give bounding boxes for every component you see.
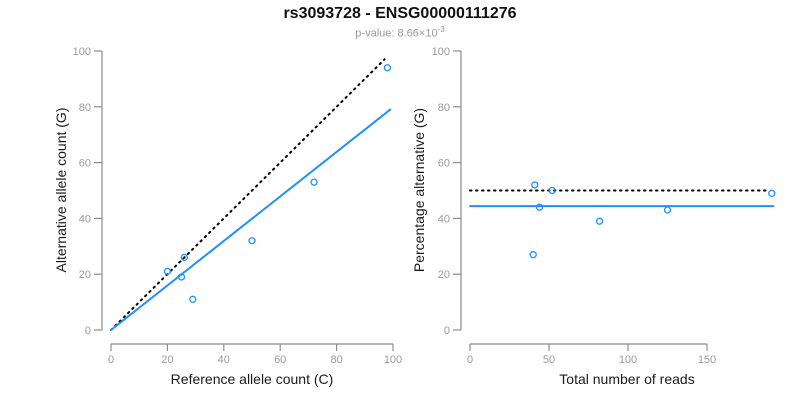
x-axis-label-right-panel: Total number of reads [559,371,694,387]
y-tick-label: 80 [438,102,450,114]
x-axis-label-left-panel: Reference allele count (C) [171,371,334,387]
data-point [529,251,537,259]
y-axis-label-left-panel: Alternative allele count (G) [53,108,69,273]
p-value-subtitle: p-value: 8.66×10-3 [0,25,800,40]
fit-solid-line [110,108,392,331]
x-tick-label: 0 [467,354,473,366]
x-tick-label: 100 [619,354,637,366]
y-tick-label: 60 [438,158,450,170]
y-tick-label: 80 [79,102,91,114]
x-tick-label: 150 [698,354,716,366]
y-tick-label: 40 [79,213,91,225]
data-point [531,181,539,189]
data-point [548,186,556,195]
data-point [163,267,172,276]
data-point [310,178,318,186]
y-tick-label: 20 [438,269,450,281]
y-tick-label: 0 [85,325,91,337]
data-point [180,253,188,262]
x-tick-label: 60 [274,354,286,366]
data-point [383,64,392,72]
y-tick-label: 20 [79,269,91,281]
y-tick-label: 100 [432,46,450,58]
data-point [189,295,197,303]
y-tick-label: 100 [73,46,91,58]
identity-dotted-line [110,58,386,331]
data-point [248,237,256,245]
x-tick-label: 50 [543,354,555,366]
y-tick-label: 60 [79,158,91,170]
y-tick-label: 40 [438,213,450,225]
p-value-exponent: -3 [437,25,445,34]
data-point [663,206,672,214]
x-tick-label: 100 [384,354,402,366]
data-point [535,203,544,211]
y-axis-label-right-panel: Percentage alternative (G) [411,108,427,272]
x-tick-label: 80 [330,354,342,366]
x-tick-label: 20 [161,354,173,366]
page-title: rs3093728 - ENSG00000111276 [283,5,517,22]
left-panel: 0 20 40 60 80 100 0 20 40 60 80 100 [73,46,403,366]
p-value-text: p-value: 8.66×10 [355,27,438,40]
data-point [595,217,604,225]
x-tick-label: 40 [218,354,230,366]
data-point [177,273,186,281]
data-point [768,189,776,197]
x-tick-label: 0 [108,354,114,366]
y-tick-label: 0 [444,325,450,337]
right-panel: 0 20 40 60 80 100 0 50 100 150 [432,46,776,366]
